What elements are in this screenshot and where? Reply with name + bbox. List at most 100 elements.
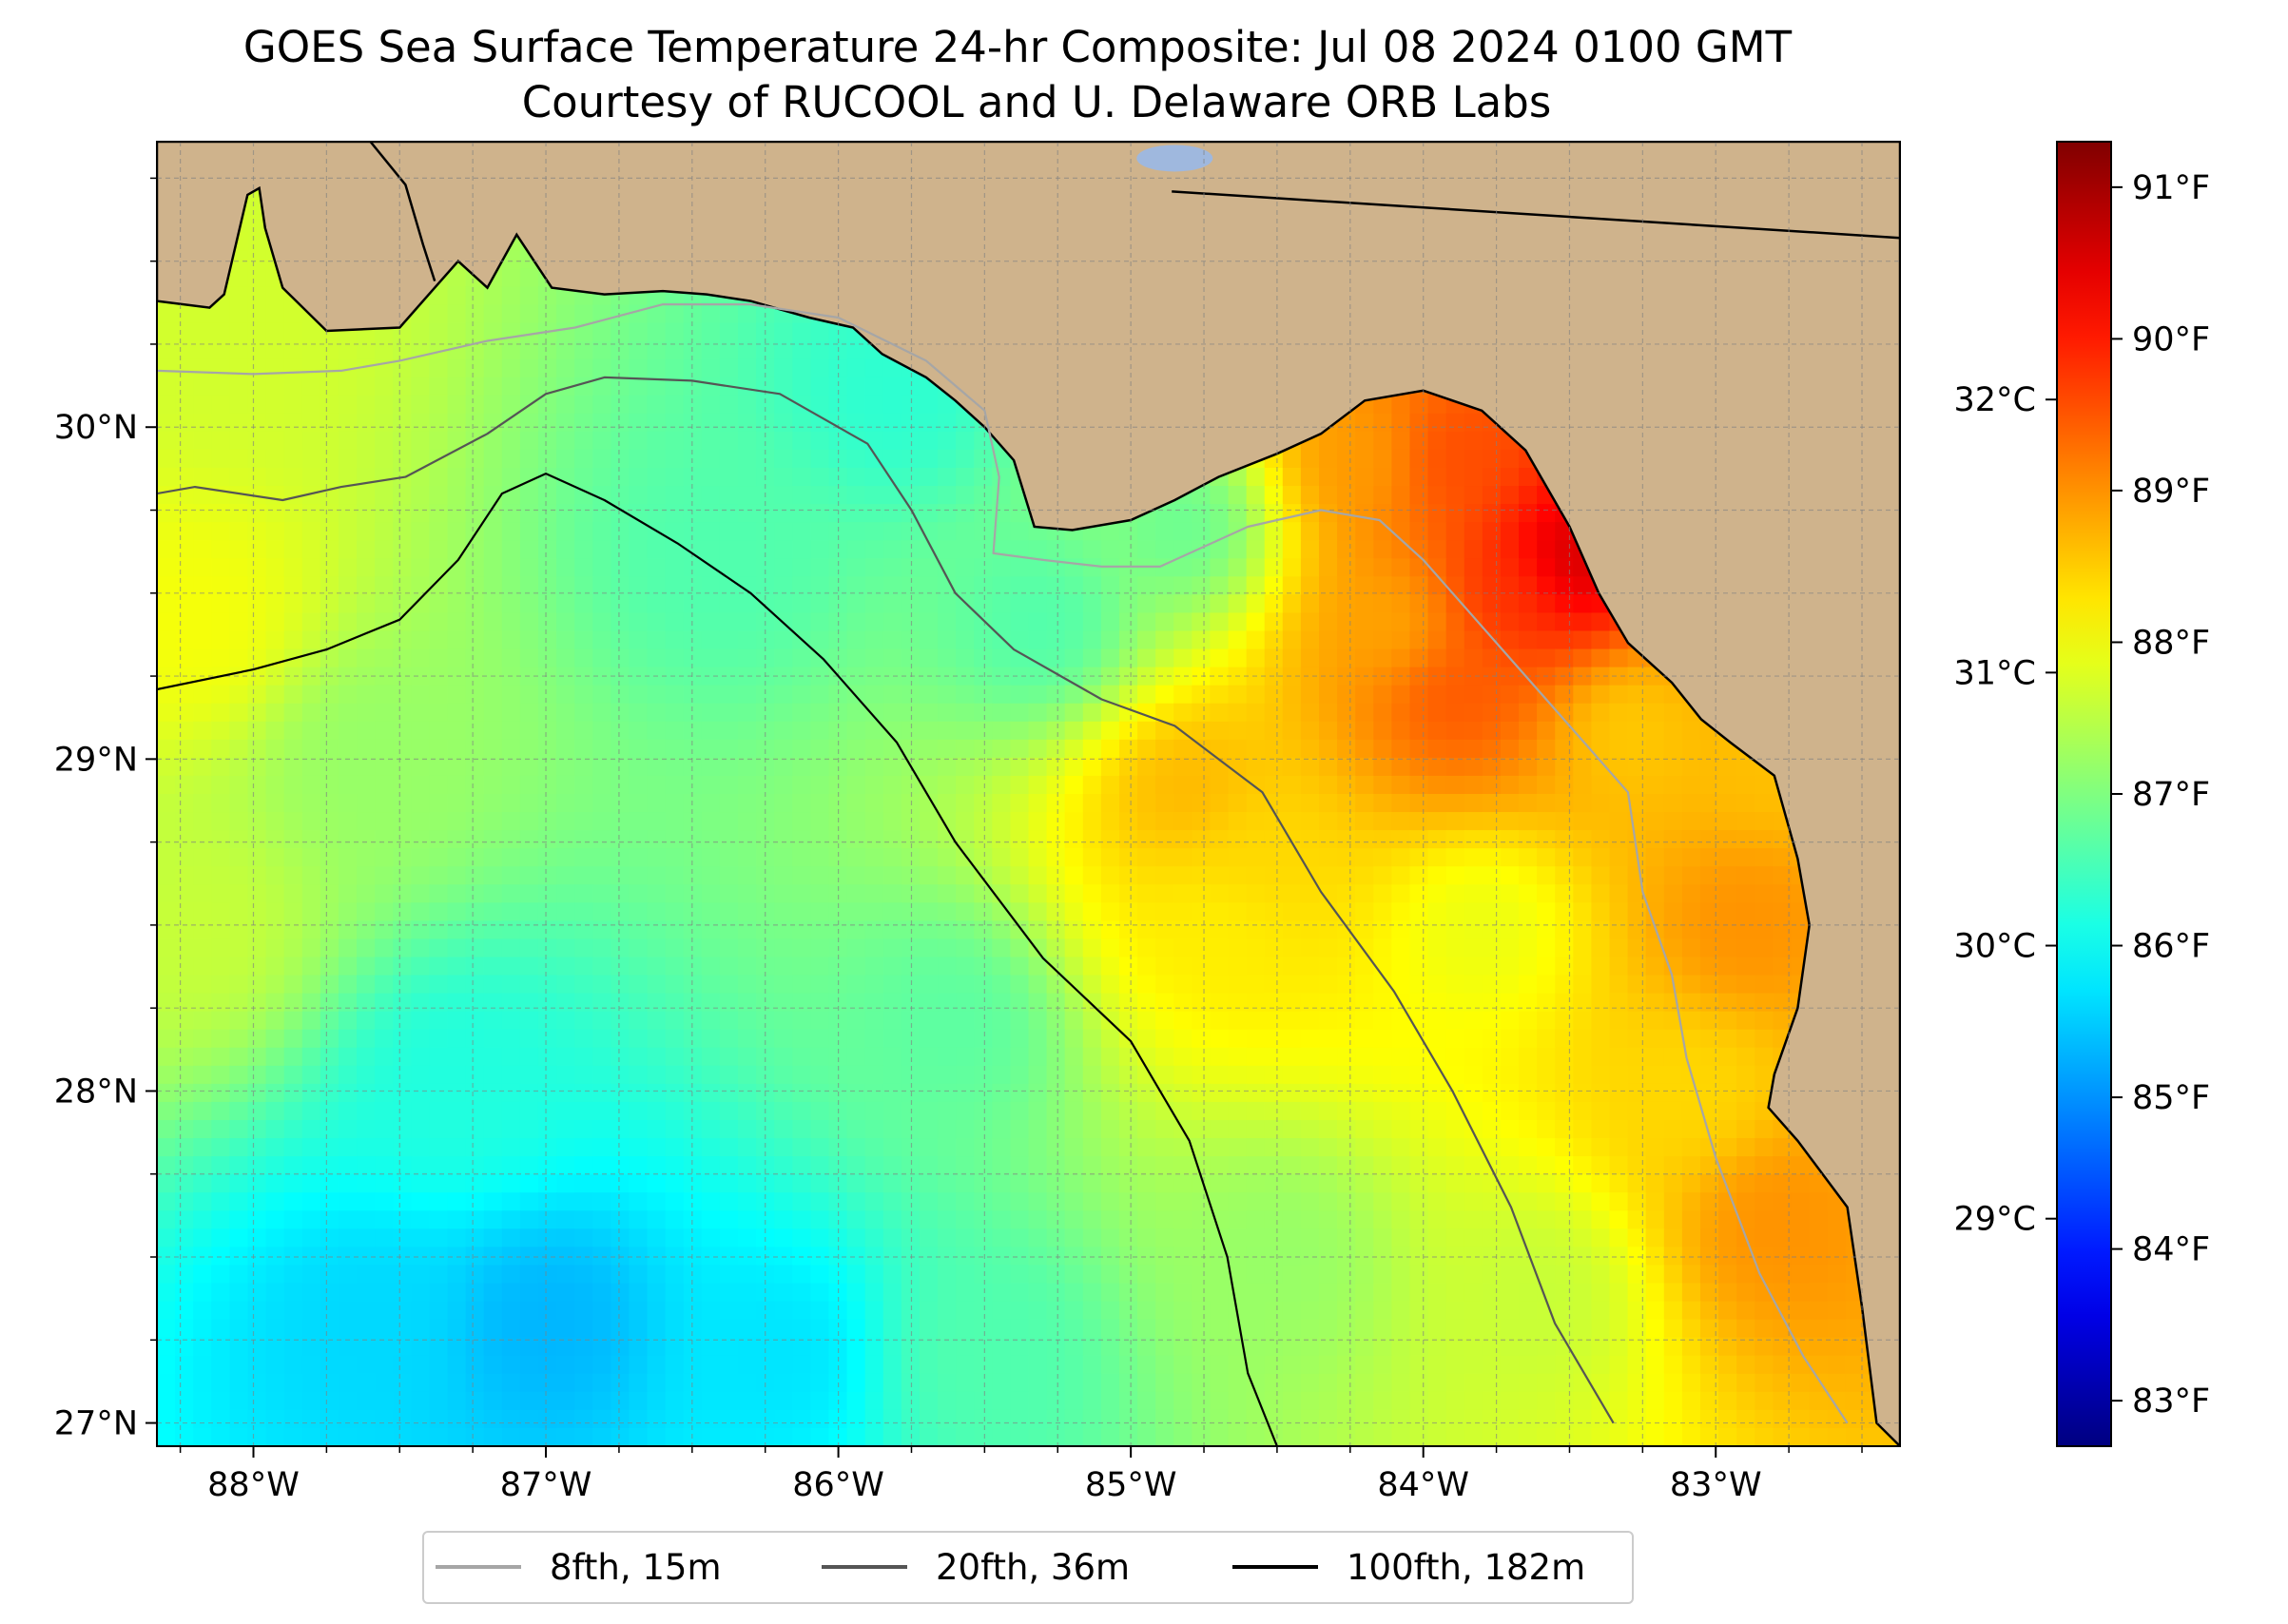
sst-cell — [901, 848, 921, 868]
sst-cell — [1699, 957, 1719, 976]
sst-cell — [1591, 920, 1611, 940]
sst-cell — [1100, 938, 1120, 958]
sst-cell — [1064, 884, 1084, 904]
sst-cell — [810, 848, 830, 868]
sst-cell — [1300, 1047, 1320, 1067]
sst-cell — [574, 739, 594, 759]
sst-cell — [357, 358, 376, 378]
sst-cell — [537, 902, 557, 922]
sst-cell — [375, 920, 395, 940]
sst-cell — [157, 1011, 176, 1031]
sst-cell — [483, 739, 503, 759]
sst-cell — [1264, 648, 1284, 668]
sst-cell — [1391, 957, 1411, 976]
sst-cell — [1228, 884, 1248, 904]
sst-cell — [1337, 594, 1356, 614]
sst-cell — [1427, 449, 1447, 469]
sst-cell — [1445, 449, 1465, 469]
sst-cell — [1409, 685, 1429, 705]
sst-cell — [157, 920, 176, 940]
sst-cell — [1010, 775, 1030, 795]
sst-cell — [211, 630, 231, 650]
sst-cell — [1173, 775, 1193, 795]
sst-cell — [1537, 866, 1557, 886]
sst-cell — [265, 286, 285, 306]
sst-cell — [1064, 830, 1084, 849]
sst-cell — [265, 594, 285, 614]
sst-cell — [1373, 1011, 1393, 1031]
sst-cell — [429, 468, 449, 487]
sst-cell — [810, 630, 830, 650]
sst-cell — [1573, 812, 1593, 831]
sst-cell — [611, 558, 630, 578]
sst-cell — [537, 667, 557, 686]
sst-cell — [719, 486, 739, 505]
sst-cell — [919, 648, 939, 668]
sst-cell — [1573, 993, 1593, 1013]
sst-cell — [1464, 630, 1483, 650]
sst-cell — [157, 938, 176, 958]
sst-cell — [1082, 630, 1102, 650]
sst-cell — [429, 848, 449, 868]
sst-cell — [683, 739, 703, 759]
sst-cell — [1681, 902, 1701, 922]
sst-cell — [611, 540, 630, 560]
sst-cell — [1718, 757, 1737, 777]
sst-cell — [320, 1065, 339, 1085]
sst-cell — [465, 413, 485, 433]
sst-cell — [1373, 920, 1393, 940]
sst-cell — [1373, 449, 1393, 469]
sst-cell — [157, 884, 176, 904]
sst-cell — [992, 703, 1012, 723]
sst-cell — [1519, 902, 1538, 922]
sst-cell — [1300, 757, 1320, 777]
sst-cell — [247, 884, 267, 904]
sst-cell — [611, 884, 630, 904]
sst-cell — [774, 1047, 794, 1067]
sst-cell — [1537, 648, 1557, 668]
sst-cell — [719, 630, 739, 650]
sst-cell — [375, 413, 395, 433]
sst-cell — [1537, 721, 1557, 741]
sst-cell — [175, 630, 194, 650]
sst-cell — [629, 395, 649, 415]
sst-cell — [501, 340, 521, 360]
sst-cell — [320, 504, 339, 523]
sst-cell — [938, 685, 957, 705]
sst-cell — [465, 486, 485, 505]
sst-cell — [1228, 775, 1248, 795]
sst-cell — [919, 957, 939, 976]
sst-cell — [1482, 902, 1502, 922]
sst-cell — [1409, 975, 1429, 995]
sst-cell — [882, 739, 902, 759]
sst-cell — [1718, 975, 1737, 995]
sst-cell — [647, 757, 667, 777]
sst-cell — [229, 486, 249, 505]
sst-cell — [1736, 884, 1756, 904]
sst-cell — [283, 848, 303, 868]
sst-cell — [992, 468, 1012, 487]
sst-cell — [283, 304, 303, 324]
sst-cell — [157, 794, 176, 813]
sst-cell — [810, 358, 830, 378]
sst-cell — [974, 703, 994, 723]
sst-cell — [683, 848, 703, 868]
sst-cell — [665, 920, 685, 940]
sst-cell — [556, 358, 575, 378]
sst-cell — [574, 848, 594, 868]
sst-cell — [283, 358, 303, 378]
sst-cell — [792, 848, 812, 868]
sst-cell — [919, 594, 939, 614]
sst-cell — [1482, 775, 1502, 795]
sst-cell — [846, 848, 866, 868]
sst-cell — [1591, 866, 1611, 886]
sst-cell — [1519, 775, 1538, 795]
sst-cell — [211, 522, 231, 542]
sst-cell — [1445, 902, 1465, 922]
sst-cell — [901, 468, 921, 487]
sst-cell — [556, 703, 575, 723]
sst-cell — [1755, 775, 1774, 795]
sst-cell — [1028, 685, 1048, 705]
sst-cell — [1537, 902, 1557, 922]
sst-cell — [956, 540, 976, 560]
